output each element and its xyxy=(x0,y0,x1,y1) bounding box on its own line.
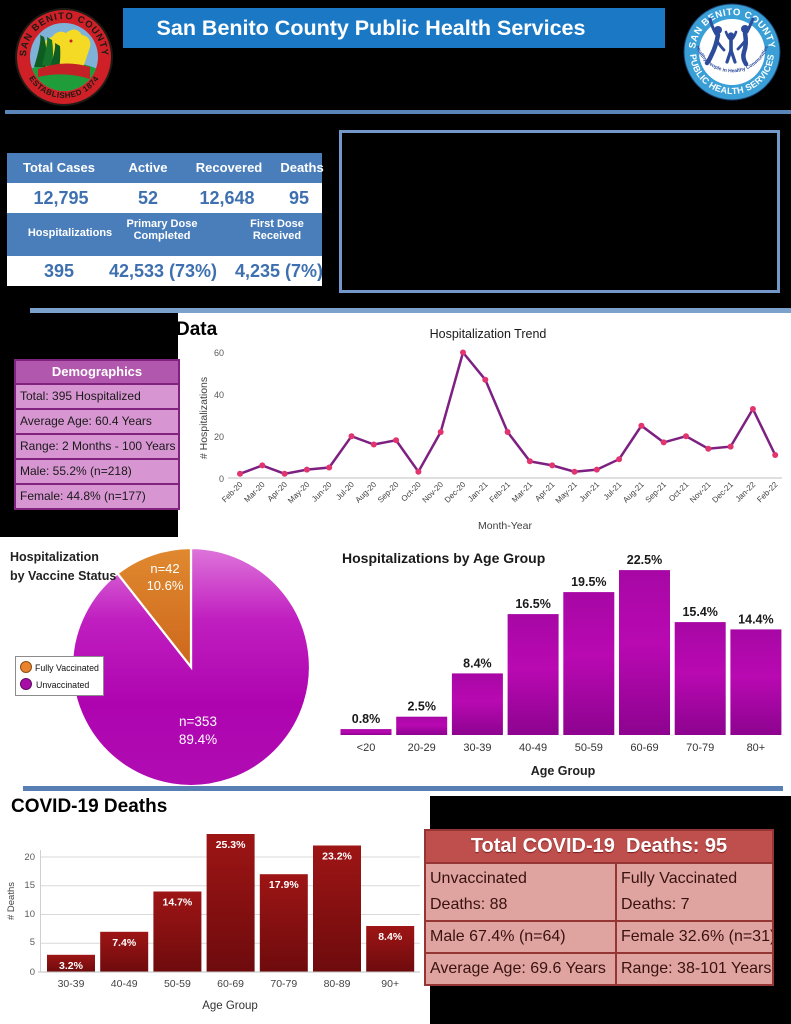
svg-text:May-20: May-20 xyxy=(286,480,312,506)
svg-text:Aug-20: Aug-20 xyxy=(354,480,379,505)
svg-text:20: 20 xyxy=(24,852,35,863)
svg-text:<20: <20 xyxy=(357,742,376,754)
svg-text:Nov-20: Nov-20 xyxy=(421,480,446,505)
svg-text:10: 10 xyxy=(24,909,35,920)
svg-text:Jun-21: Jun-21 xyxy=(578,480,602,504)
svg-text:Mar-20: Mar-20 xyxy=(242,480,267,505)
svg-text:0.8%: 0.8% xyxy=(352,712,381,726)
svg-text:Feb-21: Feb-21 xyxy=(488,480,513,505)
svg-text:14.4%: 14.4% xyxy=(738,612,773,626)
svg-text:70-79: 70-79 xyxy=(270,978,297,990)
svg-text:30-39: 30-39 xyxy=(463,742,491,754)
svg-text:Jan-21: Jan-21 xyxy=(466,480,490,504)
svg-text:# Deaths: # Deaths xyxy=(6,882,17,920)
svg-text:90+: 90+ xyxy=(381,978,399,990)
svg-text:8.4%: 8.4% xyxy=(463,656,492,670)
svg-text:60: 60 xyxy=(214,348,224,358)
svg-text:Age Group: Age Group xyxy=(531,764,596,778)
svg-text:25.3%: 25.3% xyxy=(216,839,246,851)
svg-text:Jun-20: Jun-20 xyxy=(310,480,334,504)
svg-text:Jan-22: Jan-22 xyxy=(734,480,758,504)
svg-text:Sep-20: Sep-20 xyxy=(376,480,401,505)
svg-text:7.4%: 7.4% xyxy=(112,937,137,949)
svg-text:Mar-21: Mar-21 xyxy=(510,480,535,505)
svg-text:3.2%: 3.2% xyxy=(59,960,84,972)
svg-text:2.5%: 2.5% xyxy=(407,700,436,714)
svg-text:19.5%: 19.5% xyxy=(571,575,606,589)
svg-text:Hospitalizations by Age Group: Hospitalizations by Age Group xyxy=(342,550,545,566)
svg-text:5: 5 xyxy=(30,937,35,948)
svg-text:n=42: n=42 xyxy=(150,561,179,576)
svg-text:50-59: 50-59 xyxy=(575,742,603,754)
svg-text:May-21: May-21 xyxy=(554,480,580,506)
svg-text:Hospitalization Trend: Hospitalization Trend xyxy=(430,327,547,341)
svg-text:60-69: 60-69 xyxy=(217,978,244,990)
svg-text:20: 20 xyxy=(214,432,224,442)
svg-text:15.4%: 15.4% xyxy=(682,605,717,619)
svg-text:Dec-21: Dec-21 xyxy=(710,480,735,505)
svg-text:14.7%: 14.7% xyxy=(163,897,193,909)
svg-text:0: 0 xyxy=(30,967,35,978)
svg-text:Oct-20: Oct-20 xyxy=(399,480,423,504)
svg-text:20-29: 20-29 xyxy=(408,742,436,754)
svg-text:Oct-21: Oct-21 xyxy=(667,480,691,504)
svg-text:70-79: 70-79 xyxy=(686,742,714,754)
svg-text:8.4%: 8.4% xyxy=(378,931,403,943)
svg-text:16.5%: 16.5% xyxy=(515,597,550,611)
svg-text:80-89: 80-89 xyxy=(324,978,351,990)
svg-text:Feb-22: Feb-22 xyxy=(755,480,780,505)
svg-text:10.6%: 10.6% xyxy=(147,578,184,593)
svg-text:Dec-20: Dec-20 xyxy=(443,480,468,505)
svg-text:15: 15 xyxy=(24,880,35,891)
svg-text:50-59: 50-59 xyxy=(164,978,191,990)
svg-text:Month-Year: Month-Year xyxy=(478,520,532,532)
svg-text:22.5%: 22.5% xyxy=(627,553,662,567)
svg-text:Aug-21: Aug-21 xyxy=(621,480,646,505)
svg-text:30-39: 30-39 xyxy=(58,978,85,990)
svg-text:60-69: 60-69 xyxy=(630,742,658,754)
svg-text:Sep-21: Sep-21 xyxy=(644,480,669,505)
svg-text:80+: 80+ xyxy=(747,742,766,754)
svg-text:# Hospitalizations: # Hospitalizations xyxy=(198,377,210,459)
svg-text:n=353: n=353 xyxy=(179,714,217,729)
svg-text:Nov-21: Nov-21 xyxy=(688,480,713,505)
svg-text:0: 0 xyxy=(219,474,224,484)
svg-text:40-49: 40-49 xyxy=(519,742,547,754)
svg-text:17.9%: 17.9% xyxy=(269,879,299,891)
svg-text:Age Group: Age Group xyxy=(202,1000,258,1012)
svg-text:23.2%: 23.2% xyxy=(322,851,352,863)
svg-text:89.4%: 89.4% xyxy=(179,732,217,747)
svg-text:40: 40 xyxy=(214,390,224,400)
svg-text:40-49: 40-49 xyxy=(111,978,138,990)
